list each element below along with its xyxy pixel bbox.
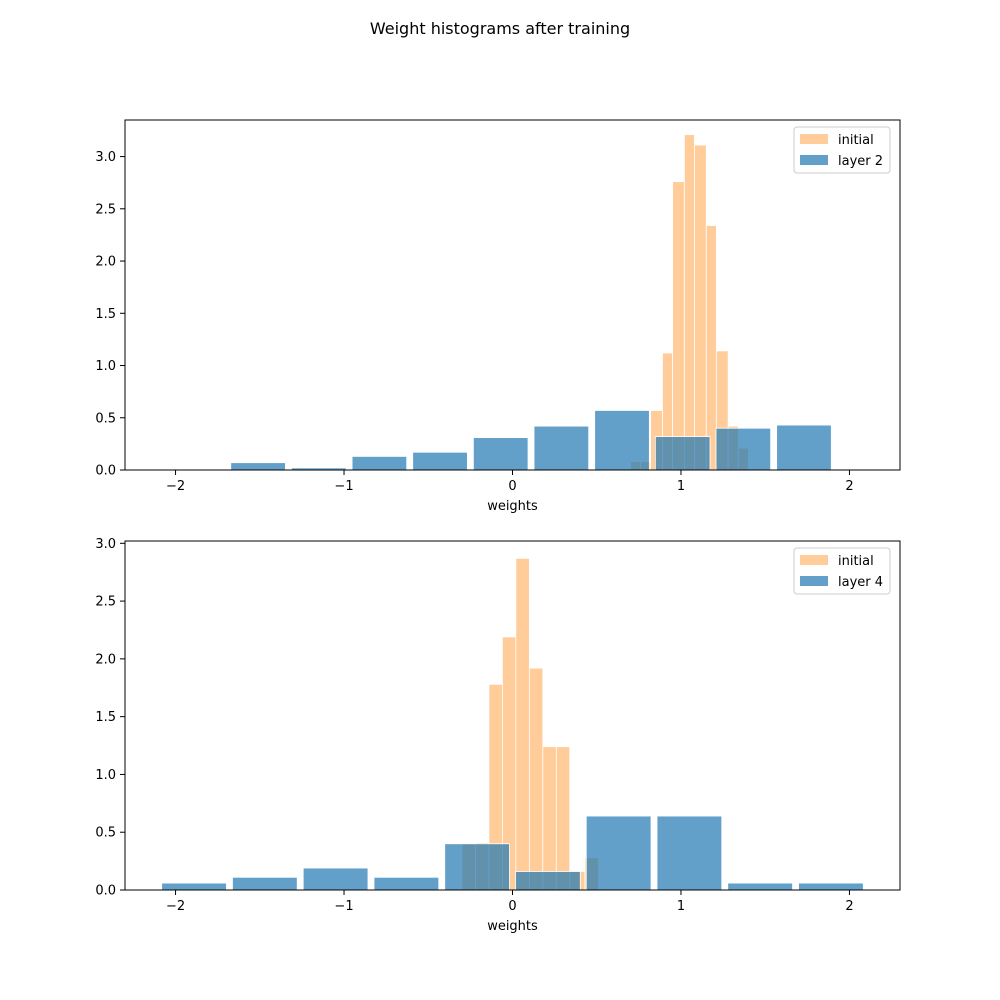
legend-swatch-trained bbox=[800, 155, 828, 165]
x-tick-label: 2 bbox=[845, 899, 853, 914]
x-tick-label: 0 bbox=[508, 899, 516, 914]
y-tick-label: 0.0 bbox=[95, 464, 116, 479]
y-tick-label: 0.5 bbox=[95, 411, 116, 426]
bar-initial-5 bbox=[683, 134, 695, 471]
histogram-panel-top: −2 −1 0 1 2 0.0 0.5 1.0 1.5 2.0 2.5 3.0 weights initi… bbox=[95, 119, 901, 514]
bar-trained-6 bbox=[533, 425, 590, 471]
legend-label: layer 4 bbox=[838, 575, 883, 590]
bar-trained-2 bbox=[302, 867, 369, 891]
y-tick-label: 0.0 bbox=[95, 884, 116, 899]
bar-initial-4 bbox=[672, 181, 685, 471]
y-tick-label: 2.5 bbox=[95, 595, 116, 610]
legend-label: initial bbox=[838, 133, 874, 148]
y-tick-label: 2.5 bbox=[95, 202, 116, 217]
bar-trained-9 bbox=[798, 882, 864, 891]
y-tick-label: 3.0 bbox=[95, 537, 116, 552]
x-tick-label: 1 bbox=[677, 899, 685, 914]
bar-initial-4 bbox=[515, 557, 530, 891]
y-tick-label: 1.5 bbox=[95, 307, 116, 322]
y-tick-label: 1.0 bbox=[95, 359, 116, 374]
y-tick-label: 1.0 bbox=[95, 768, 116, 783]
bar-trained-3 bbox=[373, 876, 440, 891]
bar-initial-7 bbox=[555, 746, 571, 891]
series-layer-4 bbox=[161, 815, 864, 891]
bar-trained-9 bbox=[715, 427, 772, 471]
bar-trained-3 bbox=[351, 456, 408, 471]
legend: initial layer 4 bbox=[793, 547, 891, 595]
bar-initial-7 bbox=[705, 225, 717, 471]
bar-trained-5 bbox=[472, 437, 529, 471]
legend-swatch-initial bbox=[800, 555, 828, 565]
bar-trained-4 bbox=[412, 451, 468, 471]
x-tick-label: −2 bbox=[166, 899, 185, 914]
y-tick-label: 1.5 bbox=[95, 710, 116, 725]
x-tick-label: −1 bbox=[334, 899, 353, 914]
bar-trained-10 bbox=[776, 424, 832, 471]
bar-trained-5 bbox=[515, 871, 581, 891]
bar-trained-1 bbox=[232, 876, 298, 891]
y-tick-label: 2.0 bbox=[95, 652, 116, 667]
bar-trained-7 bbox=[656, 815, 723, 891]
bar-initial-6 bbox=[542, 746, 557, 891]
x-axis-label: weights bbox=[487, 919, 538, 934]
y-tick-label: 3.0 bbox=[95, 150, 116, 165]
y-tick-label: 2.0 bbox=[95, 255, 116, 270]
bar-trained-6 bbox=[585, 815, 652, 891]
bar-trained-0 bbox=[161, 882, 227, 891]
bar-trained-1 bbox=[230, 462, 286, 471]
x-tick-label: −1 bbox=[334, 479, 353, 494]
y-tick-label: 0.5 bbox=[95, 826, 116, 841]
bar-initial-5 bbox=[528, 667, 544, 891]
x-tick-label: 1 bbox=[677, 479, 685, 494]
figure-title: Weight histograms after training bbox=[370, 19, 630, 38]
legend-swatch-trained bbox=[800, 576, 828, 586]
x-axis-label: weights bbox=[487, 499, 538, 514]
bar-trained-7 bbox=[594, 410, 650, 471]
bar-trained-4 bbox=[444, 843, 510, 891]
bar-initial-6 bbox=[694, 144, 707, 471]
legend-label: initial bbox=[838, 554, 874, 569]
x-tick-label: −2 bbox=[166, 479, 185, 494]
bar-trained-8 bbox=[727, 882, 793, 891]
legend-swatch-initial bbox=[800, 134, 828, 144]
x-tick-label: 2 bbox=[845, 479, 853, 494]
legend-label: layer 2 bbox=[838, 154, 883, 169]
histogram-panel-bottom: −2 −1 0 1 2 0.0 0.5 1.0 1.5 2.0 2.5 3.0 weights initi… bbox=[95, 537, 901, 934]
x-tick-label: 0 bbox=[508, 479, 516, 494]
bar-trained-8 bbox=[654, 436, 711, 471]
legend: initial layer 2 bbox=[793, 126, 891, 174]
